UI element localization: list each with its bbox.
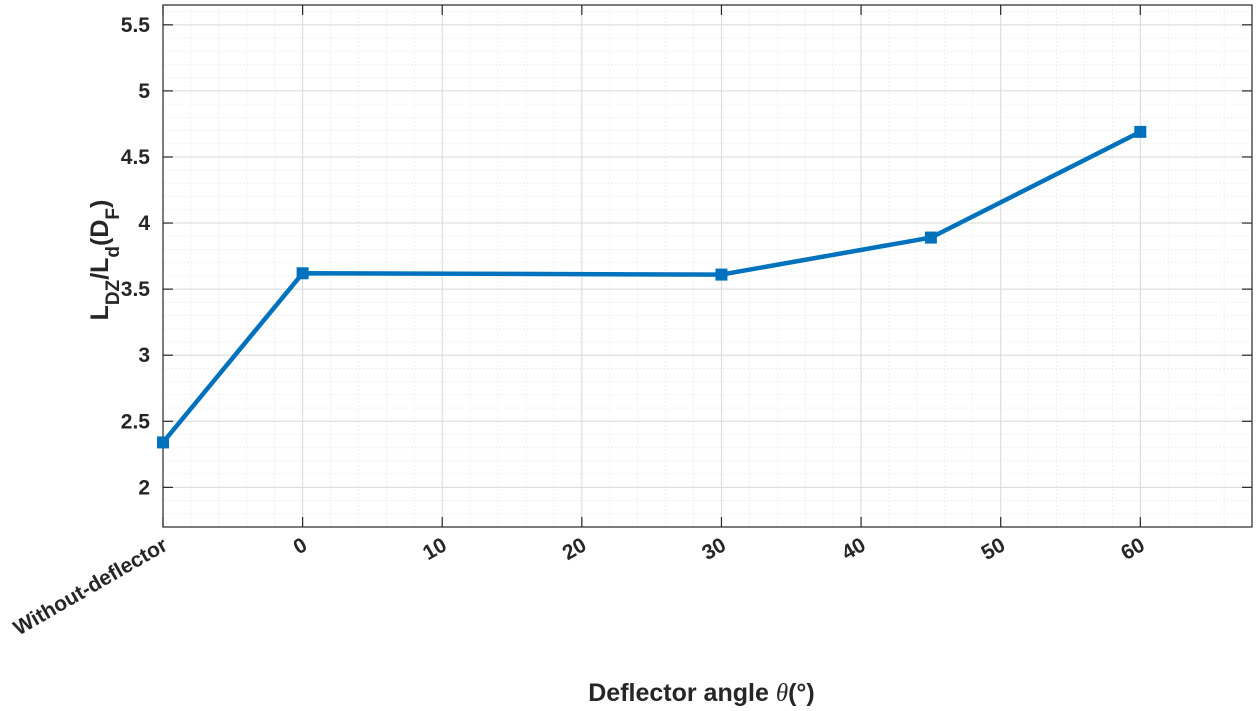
data-point-marker — [715, 268, 728, 281]
data-point-marker — [296, 267, 309, 280]
y-label-sub-f: F — [103, 208, 124, 220]
data-point-marker — [1134, 125, 1147, 138]
x-axis-label-symbol: θ — [776, 680, 788, 707]
x-axis-label: Deflector angle θ(°) — [588, 679, 815, 707]
grid — [162, 5, 1253, 528]
data-markers — [157, 125, 1147, 449]
x-tick-label: 40 — [838, 533, 870, 565]
y-label-sub-dz: DZ — [103, 279, 124, 305]
y-tick-label: 3 — [138, 344, 150, 367]
x-tick-label: 0 — [289, 533, 311, 559]
y-tick-label: 4.5 — [121, 146, 151, 169]
y-label-open: (D — [86, 220, 114, 246]
series-lines — [161, 129, 1142, 444]
y-tick-label: 2.5 — [121, 410, 151, 433]
x-tick-label: 20 — [559, 533, 591, 565]
data-point-marker — [157, 436, 169, 449]
x-tick-label: Without-deflector — [10, 533, 172, 640]
series-line — [161, 129, 1142, 444]
y-label-close: ) — [86, 200, 114, 208]
x-axis-label-unit: (°) — [788, 679, 815, 707]
x-tick-label: 50 — [977, 533, 1009, 565]
y-tick-label: 5 — [138, 80, 150, 103]
y-tick-label: 4 — [138, 212, 150, 235]
data-point-marker — [924, 231, 937, 244]
x-tick-label: 30 — [698, 533, 730, 565]
x-tick-label: 10 — [419, 533, 451, 565]
y-axis-label: LDZ/Ld(DF) — [86, 200, 124, 321]
y-label-sub-d: d — [103, 246, 124, 258]
x-axis-label-text: Deflector angle — [588, 679, 769, 707]
tick-labels: 2 2.5 3 3.5 4 4.5 5 5.5 Without-deflector 0 10 20 30… — [10, 14, 1149, 640]
y-tick-label: 2 — [138, 476, 150, 499]
axis-ticks — [162, 5, 1252, 527]
plot-area-frame — [162, 4, 1253, 528]
y-tick-label: 5.5 — [121, 14, 151, 37]
y-label-mid: /L — [86, 258, 114, 280]
x-tick-label: 60 — [1117, 533, 1149, 565]
y-label-base: L — [86, 305, 114, 320]
y-tick-label: 3.5 — [121, 278, 151, 301]
